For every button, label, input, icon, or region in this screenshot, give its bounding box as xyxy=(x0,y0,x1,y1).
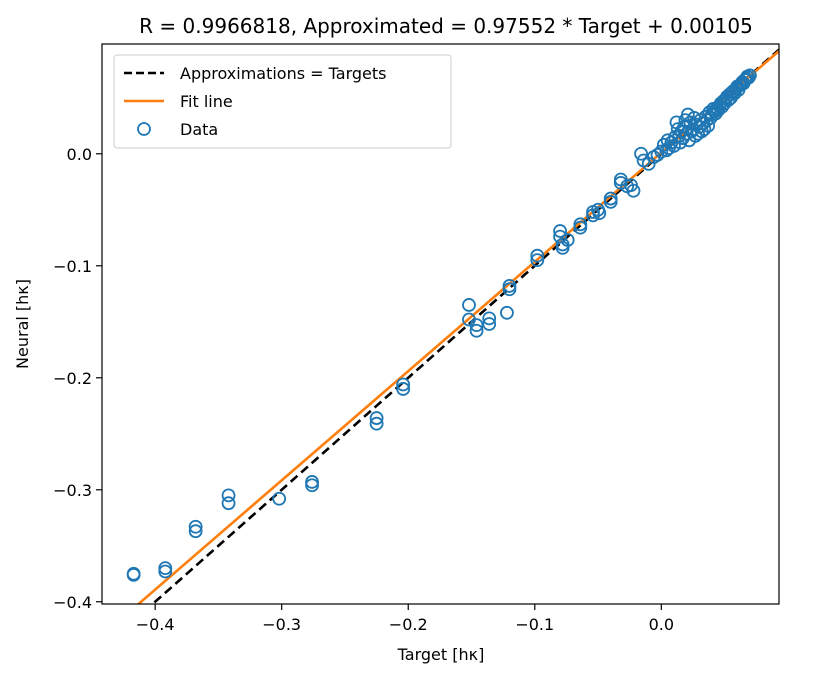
x-tick-label: −0.1 xyxy=(515,615,554,634)
y-tick-label: −0.1 xyxy=(53,257,92,276)
y-tick-label: 0.0 xyxy=(67,145,92,164)
chart-title: R = 0.9966818, Approximated = 0.97552 * … xyxy=(139,14,753,38)
legend: Approximations = Targets Fit line Data xyxy=(114,55,451,148)
y-axis-ticks: −0.4 −0.3 −0.2 −0.1 0.0 xyxy=(53,145,102,612)
x-axis-label: Target [hκ] xyxy=(397,645,485,664)
legend-fit-label: Fit line xyxy=(180,92,233,111)
x-tick-label: −0.3 xyxy=(262,615,301,634)
y-axis-label: Neural [hκ] xyxy=(13,279,32,369)
y-tick-label: −0.4 xyxy=(53,593,92,612)
x-tick-label: 0.0 xyxy=(649,615,674,634)
x-axis-ticks: −0.4 −0.3 −0.2 −0.1 0.0 xyxy=(136,604,674,634)
legend-data-label: Data xyxy=(180,120,218,139)
y-tick-label: −0.2 xyxy=(53,369,92,388)
legend-identity-label: Approximations = Targets xyxy=(180,64,386,83)
x-tick-label: −0.2 xyxy=(389,615,428,634)
x-tick-label: −0.4 xyxy=(136,615,175,634)
y-tick-label: −0.3 xyxy=(53,481,92,500)
